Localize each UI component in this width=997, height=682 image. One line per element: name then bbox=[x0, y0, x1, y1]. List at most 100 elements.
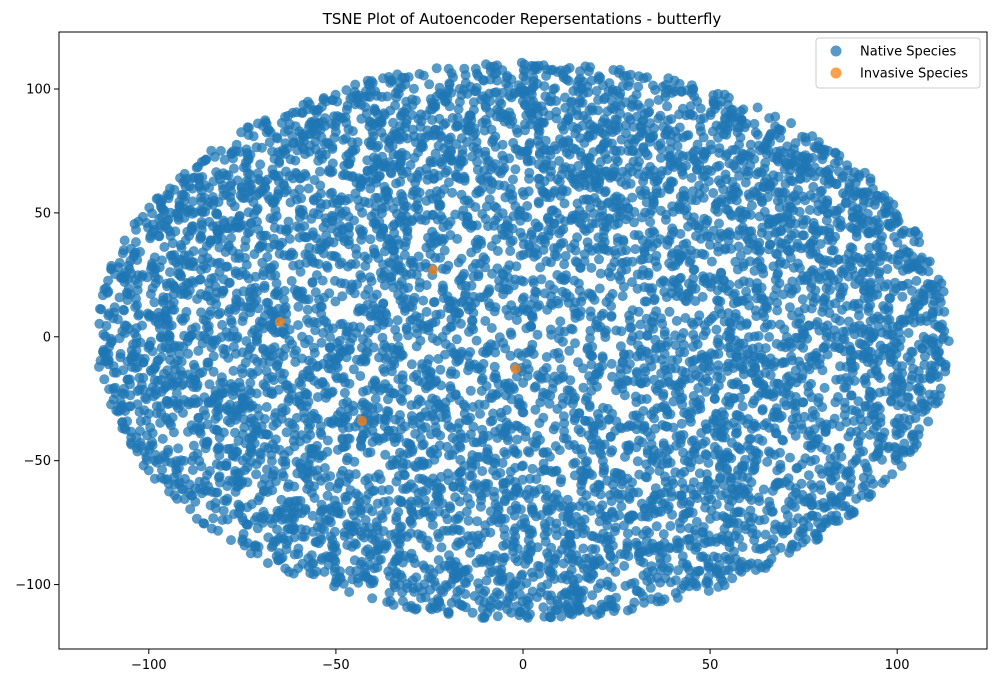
native-point bbox=[343, 235, 354, 246]
native-point bbox=[183, 348, 194, 359]
native-point bbox=[532, 329, 543, 340]
native-point bbox=[419, 563, 430, 574]
native-point bbox=[536, 101, 547, 112]
native-point bbox=[607, 508, 618, 519]
native-point bbox=[624, 315, 635, 326]
native-point bbox=[210, 497, 221, 508]
native-point bbox=[208, 513, 219, 524]
native-point bbox=[368, 244, 379, 255]
native-point bbox=[530, 286, 541, 297]
native-point bbox=[165, 267, 175, 278]
native-point bbox=[914, 424, 925, 435]
native-point bbox=[650, 423, 661, 434]
native-point bbox=[475, 501, 486, 512]
native-point bbox=[903, 328, 914, 338]
native-point bbox=[446, 68, 457, 79]
native-point bbox=[255, 159, 266, 170]
native-point bbox=[353, 577, 364, 588]
native-point bbox=[578, 382, 589, 393]
native-point bbox=[288, 260, 299, 271]
native-point bbox=[386, 366, 397, 377]
native-point bbox=[786, 118, 797, 129]
native-point bbox=[197, 254, 208, 265]
native-point bbox=[321, 392, 331, 403]
native-point bbox=[628, 410, 639, 421]
native-point bbox=[787, 285, 798, 296]
native-point bbox=[405, 439, 416, 450]
native-point bbox=[813, 397, 824, 408]
native-point bbox=[712, 337, 723, 348]
native-point bbox=[322, 490, 333, 501]
native-point bbox=[797, 131, 808, 142]
native-point bbox=[705, 281, 716, 292]
native-point bbox=[355, 322, 365, 333]
native-point bbox=[797, 423, 808, 434]
native-point bbox=[362, 254, 373, 265]
native-point bbox=[185, 504, 196, 515]
native-point bbox=[114, 333, 125, 344]
native-point bbox=[816, 484, 827, 495]
native-point bbox=[307, 277, 318, 288]
chart-title: TSNE Plot of Autoencoder Repersentations… bbox=[322, 10, 722, 28]
native-point bbox=[541, 70, 552, 81]
native-point bbox=[804, 205, 815, 215]
native-point bbox=[764, 113, 775, 124]
native-point bbox=[223, 352, 234, 363]
native-point bbox=[286, 276, 297, 286]
native-point bbox=[602, 576, 613, 587]
native-point bbox=[568, 458, 579, 469]
native-point bbox=[740, 383, 751, 394]
native-point bbox=[505, 246, 516, 256]
native-point bbox=[655, 152, 666, 163]
native-point bbox=[585, 500, 596, 511]
native-point bbox=[757, 404, 768, 415]
native-point bbox=[724, 317, 735, 328]
native-point bbox=[818, 342, 829, 353]
native-point bbox=[118, 245, 129, 256]
native-point bbox=[256, 142, 267, 153]
native-point bbox=[759, 514, 770, 525]
native-point bbox=[797, 528, 808, 539]
native-point bbox=[533, 196, 544, 207]
native-point bbox=[839, 334, 850, 345]
native-point bbox=[708, 188, 719, 198]
native-point bbox=[370, 394, 381, 404]
native-point bbox=[319, 566, 330, 577]
native-point bbox=[439, 245, 450, 256]
native-point bbox=[505, 327, 516, 338]
native-point bbox=[573, 573, 584, 584]
native-point bbox=[744, 226, 755, 237]
native-point bbox=[418, 507, 429, 518]
native-point bbox=[737, 542, 748, 552]
native-point bbox=[212, 208, 222, 219]
native-point bbox=[283, 216, 294, 227]
native-point bbox=[747, 398, 758, 409]
native-point bbox=[276, 494, 287, 505]
native-point bbox=[426, 604, 437, 615]
native-point bbox=[587, 341, 598, 352]
native-point bbox=[392, 332, 403, 343]
native-point bbox=[749, 265, 760, 276]
native-point bbox=[501, 304, 512, 315]
native-point bbox=[764, 332, 775, 342]
native-point bbox=[314, 166, 325, 177]
native-point bbox=[436, 542, 447, 553]
native-point bbox=[528, 275, 538, 286]
native-point bbox=[367, 593, 378, 604]
native-point bbox=[639, 597, 649, 608]
native-point bbox=[759, 322, 770, 333]
native-point bbox=[212, 258, 223, 269]
native-point bbox=[410, 428, 421, 439]
native-point bbox=[629, 577, 640, 588]
native-point bbox=[665, 457, 676, 468]
native-point bbox=[405, 528, 416, 539]
native-point bbox=[99, 374, 110, 385]
native-point bbox=[663, 73, 674, 84]
native-point bbox=[675, 523, 686, 534]
native-point bbox=[293, 320, 304, 331]
native-point bbox=[545, 324, 556, 335]
native-point bbox=[351, 566, 362, 577]
native-point bbox=[204, 466, 215, 476]
native-point bbox=[622, 528, 633, 539]
native-point bbox=[228, 365, 239, 376]
